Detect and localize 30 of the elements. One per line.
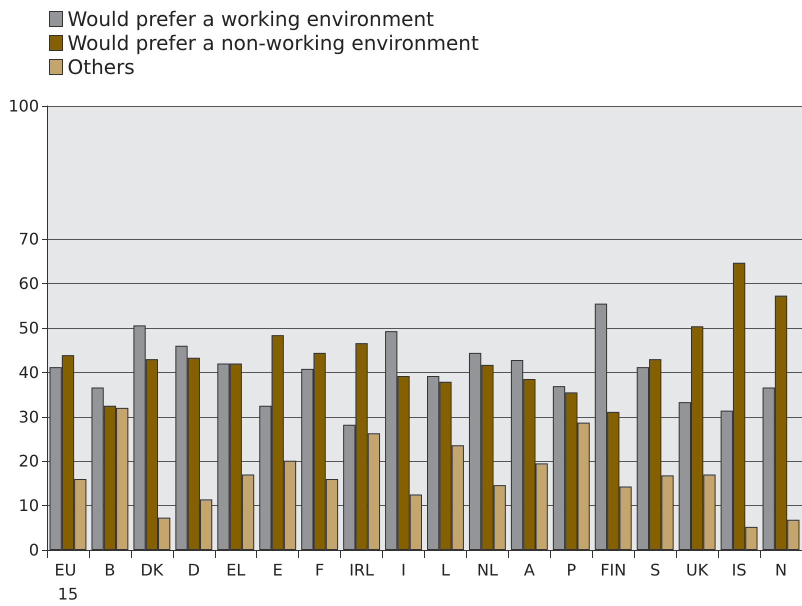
- y-tick-label: 40: [18, 362, 39, 382]
- x-tick-label: N: [775, 560, 788, 580]
- x-tick-label: L: [441, 560, 450, 580]
- x-tick-label: A: [524, 560, 535, 580]
- y-tick-label: 0: [28, 540, 39, 560]
- y-tick-label: 30: [18, 407, 39, 426]
- x-tick-label: EL: [226, 560, 246, 580]
- y-tick-label: 20: [18, 452, 39, 471]
- y-tick-label: 100: [8, 96, 39, 116]
- x-tick-label: B: [104, 560, 116, 580]
- x-tick-label: D: [188, 560, 200, 580]
- x-tick-label: F: [315, 560, 324, 580]
- x-tick-label: I: [401, 560, 406, 580]
- x-tick-label: FIN: [600, 560, 626, 580]
- y-tick-label: 60: [18, 274, 39, 294]
- x-tick-label: IS: [732, 560, 747, 580]
- x-tick-label: P: [566, 560, 576, 580]
- x-tick-label: S: [650, 560, 660, 580]
- x-tick-label: EU 15: [54, 560, 82, 604]
- x-tick-label: E: [272, 560, 283, 580]
- x-tick-label: DK: [140, 560, 164, 580]
- y-tick-label: 70: [18, 230, 39, 249]
- x-tick-label: NL: [476, 560, 498, 580]
- legend-label: Would prefer a working environment: [68, 7, 434, 31]
- x-tick-label: IRL: [349, 560, 374, 580]
- y-tick-label: 50: [18, 318, 39, 338]
- y-tick-label: 10: [18, 496, 39, 516]
- legend-label: Would prefer a non-working environment: [68, 31, 479, 55]
- x-tick-label: UK: [686, 560, 709, 580]
- legend-label: Others: [68, 55, 135, 79]
